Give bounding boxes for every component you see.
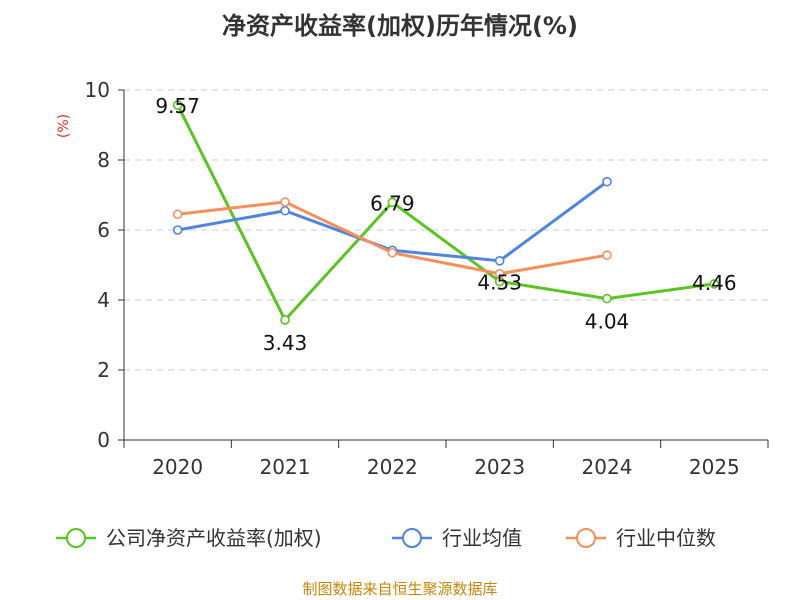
series-2-point-2024: [602, 250, 612, 260]
series-1-point-2024: [602, 176, 612, 187]
series-0: [172, 100, 720, 325]
series-2-point-2021: [280, 197, 290, 207]
y-tick-label-2: 2: [97, 358, 110, 382]
series-1-point-2023: [494, 255, 505, 266]
data-label-2025: 4.46: [692, 271, 737, 295]
series-0-point-2022: [387, 197, 398, 208]
chart-title: 净资产收益率(加权)历年情况(%): [222, 12, 578, 40]
data-label-2021: 3.43: [263, 331, 308, 355]
y-axis-unit-label: (%): [56, 114, 72, 138]
legend-label-2: 行业中位数: [616, 526, 716, 550]
data-label-2023: 4.53: [477, 270, 522, 294]
data-label-2024: 4.04: [585, 310, 630, 334]
axes: 0 2 4 6 8 10 (%) 2020 2021 2022 2023 2024 2025: [56, 78, 769, 479]
legend-label-1: 行业均值: [442, 526, 522, 550]
series-0-point-2020: [172, 100, 183, 110]
series-2-point-2022: [387, 247, 398, 258]
source-note: 制图数据来自恒生聚源数据库: [302, 580, 498, 598]
series-2: [172, 197, 612, 279]
x-tick-label-2020: 2020: [152, 455, 203, 479]
grid-lines: [124, 89, 768, 371]
x-tick-label-2024: 2024: [582, 455, 633, 479]
y-tick-label-10: 10: [85, 78, 110, 102]
x-tick-label-2023: 2023: [474, 455, 525, 479]
data-label-2022: 6.79: [370, 191, 415, 215]
series-2-point-2023: [494, 268, 505, 279]
legend-label-0: 公司净资产收益率(加权): [106, 526, 322, 550]
series-2-point-2020: [172, 209, 183, 220]
series-line-0: [176, 104, 715, 322]
legend-marker-1: [402, 528, 422, 548]
x-tick-label-2025: 2025: [689, 455, 740, 479]
data-label-2020: 9.57: [155, 94, 200, 118]
y-tick-label-8: 8: [97, 148, 110, 172]
y-tick-label-6: 6: [97, 218, 110, 242]
series-0-point-2024: [602, 293, 612, 304]
series-0-point-2021: [280, 315, 290, 325]
legend-marker-2: [576, 528, 596, 548]
series-1-point-2021: [280, 205, 290, 216]
x-tick-label-2021: 2021: [260, 455, 311, 479]
series-1-point-2020: [172, 225, 183, 235]
data-labels: 9.57 3.43 6.79 4.53 4.04 4.46: [155, 94, 736, 355]
legend: 公司净资产收益率(加权) 行业均值 行业中位数: [56, 526, 716, 550]
series-lines: [172, 100, 720, 325]
x-tick-label-2022: 2022: [367, 455, 418, 479]
series-0-point-2025: [709, 279, 720, 289]
legend-marker-0: [66, 528, 86, 548]
y-tick-label-4: 4: [97, 288, 110, 312]
y-tick-label-0: 0: [97, 428, 110, 452]
